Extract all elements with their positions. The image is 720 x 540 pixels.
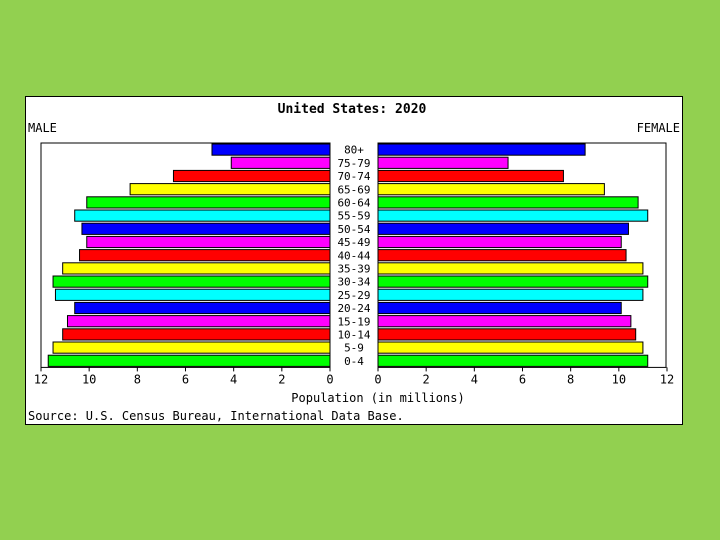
female-x-tick-label: 10 (612, 372, 626, 386)
female-bar-70-74 (377, 169, 564, 183)
male-bar-60-64 (86, 196, 331, 209)
male-bar-40-44 (79, 249, 331, 262)
population-pyramid-chart: United States: 2020 MALE FEMALE 80+75-79… (28, 102, 680, 423)
age-group-label: 0-4 (344, 355, 364, 368)
age-group-label: 40-44 (337, 249, 370, 262)
age-group-label: 55-59 (337, 210, 370, 223)
male-bar-35-39 (62, 262, 331, 275)
female-bar-20-24 (377, 301, 622, 315)
male-bar-65-69 (129, 183, 331, 196)
female-x-tick-label: 12 (660, 372, 674, 386)
male-x-tick-label: 4 (230, 372, 237, 386)
male-bar-10-14 (62, 328, 331, 341)
age-group-label: 45-49 (337, 236, 370, 249)
age-group-label: 25-29 (337, 289, 370, 302)
female-x-tick-label: 4 (471, 372, 478, 386)
chart-title: United States: 2020 (278, 102, 427, 117)
age-group-label: 50-54 (337, 223, 370, 236)
age-group-label: 60-64 (337, 197, 370, 210)
source-note: Source: U.S. Census Bureau, Internationa… (28, 409, 404, 423)
female-bar-55-59 (377, 209, 649, 222)
male-label: MALE (28, 121, 57, 135)
female-x-tick-label: 6 (519, 372, 526, 386)
female-x-tick-label: 8 (567, 372, 574, 386)
male-bar-30-34 (52, 275, 331, 288)
female-bar-65-69 (377, 183, 605, 196)
female-bar-60-64 (377, 196, 639, 209)
male-bar-70-74 (172, 169, 331, 183)
age-group-label: 15-19 (337, 315, 370, 328)
male-bar-5-9 (52, 341, 331, 354)
age-group-label: 80+ (344, 144, 364, 157)
male-bar-15-19 (66, 315, 331, 328)
age-group-label: 70-74 (337, 170, 370, 183)
male-x-tick-label: 10 (82, 372, 96, 386)
chart-frame: United States: 2020 MALE FEMALE 80+ 75-79… (25, 96, 683, 425)
male-bar-45-49 (86, 235, 331, 249)
male-bar-0-4 (47, 354, 331, 367)
x-axis-label: Population (in millions) (291, 391, 464, 405)
male-bar-20-24 (74, 301, 331, 315)
male-bar-75-79 (230, 156, 331, 169)
male-x-tick-label: 6 (182, 372, 189, 386)
male-x-tick-label: 12 (34, 372, 48, 386)
female-bar-25-29 (377, 288, 644, 301)
female-bar-5-9 (377, 341, 644, 354)
female-bar-15-19 (377, 315, 632, 328)
male-x-tick-label: 2 (278, 372, 285, 386)
male-x-tick-label: 0 (326, 372, 333, 386)
female-bar-0-4 (377, 354, 649, 367)
age-group-label: 75-79 (337, 157, 370, 170)
male-x-tick-label: 8 (134, 372, 141, 386)
age-group-label: 20-24 (337, 302, 370, 315)
male-bar-50-54 (81, 222, 331, 235)
male-bar-80+ (211, 143, 331, 156)
female-bar-30-34 (377, 275, 649, 288)
female-bar-10-14 (377, 328, 637, 341)
age-group-label: 30-34 (337, 276, 370, 289)
female-x-tick-label: 0 (374, 372, 381, 386)
male-bar-55-59 (74, 209, 331, 222)
female-bar-35-39 (377, 262, 644, 275)
female-x-tick-label: 2 (423, 372, 430, 386)
male-bar-25-29 (54, 288, 331, 301)
female-bar-40-44 (377, 249, 627, 262)
female-bar-45-49 (377, 235, 622, 249)
age-group-label: 10-14 (337, 329, 370, 342)
age-group-label: 35-39 (337, 263, 370, 276)
female-label: FEMALE (637, 121, 680, 135)
age-group-label: 65-69 (337, 183, 370, 196)
female-bar-75-79 (377, 156, 509, 169)
female-bar-80+ (377, 143, 586, 156)
age-group-label: 5-9 (344, 342, 364, 355)
female-bar-50-54 (377, 222, 629, 235)
